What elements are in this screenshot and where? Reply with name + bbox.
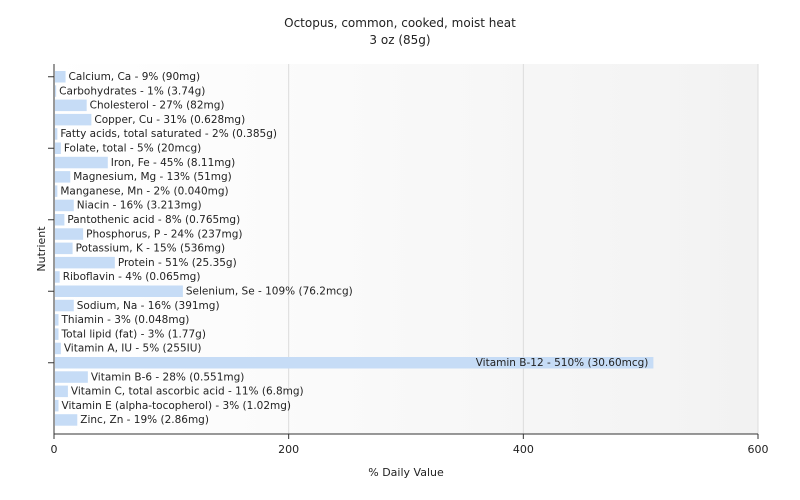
axes: 0 200 400 600 xyxy=(48,64,769,456)
data-label: Iron, Fe - 45% (8.11mg) xyxy=(111,157,235,169)
data-label: Selenium, Se - 109% (76.2mcg) xyxy=(186,286,353,298)
x-axis-title: % Daily Value xyxy=(368,466,444,479)
bar xyxy=(55,342,61,355)
bar xyxy=(55,314,59,326)
data-label: Manganese, Mn - 2% (0.040mg) xyxy=(60,185,228,197)
data-label: Niacin - 16% (3.213mg) xyxy=(77,200,202,212)
data-label: Copper, Cu - 31% (0.628mg) xyxy=(94,114,245,126)
data-label: Thiamin - 3% (0.048mg) xyxy=(61,314,190,326)
bars: Calcium, Ca - 9% (90mg) Carbohydrates - 1… xyxy=(55,71,654,426)
data-label: Vitamin A, IU - 5% (255IU) xyxy=(64,343,202,355)
data-label: Protein - 51% (25.35g) xyxy=(118,257,237,269)
data-label: Zinc, Zn - 19% (2.86mg) xyxy=(80,414,209,426)
bar xyxy=(55,399,59,412)
data-label: Vitamin E (alpha-tocopherol) - 3% (1.02m… xyxy=(62,400,291,412)
bar xyxy=(55,99,87,112)
bar xyxy=(55,271,60,283)
bar xyxy=(55,156,108,169)
bar xyxy=(55,371,88,383)
bar xyxy=(55,71,66,83)
bar xyxy=(55,214,65,226)
bar xyxy=(55,199,74,212)
bar xyxy=(55,285,183,297)
data-label: Vitamin B-12 - 510% (30.60mcg) xyxy=(476,357,649,369)
bar xyxy=(55,242,73,255)
bar xyxy=(55,85,57,97)
bar xyxy=(55,256,115,269)
plot-area xyxy=(54,64,758,434)
bar xyxy=(55,414,78,426)
bar xyxy=(55,357,654,369)
x-tick-label: 400 xyxy=(513,443,534,456)
data-label: Riboflavin - 4% (0.065mg) xyxy=(63,271,201,283)
data-label: Vitamin C, total ascorbic acid - 11% (6.… xyxy=(71,386,304,398)
bar xyxy=(55,299,74,312)
data-label: Pantothenic acid - 8% (0.765mg) xyxy=(67,214,240,226)
chart-subtitle: 3 oz (85g) xyxy=(369,33,431,47)
bar xyxy=(55,328,59,340)
x-tick-label: 0 xyxy=(51,443,58,456)
data-label: Fatty acids, total saturated - 2% (0.385… xyxy=(60,128,277,140)
data-label: Vitamin B-6 - 28% (0.551mg) xyxy=(91,371,245,383)
data-label: Phosphorus, P - 24% (237mg) xyxy=(86,228,242,240)
data-label: Folate, total - 5% (20mcg) xyxy=(64,143,201,155)
bar xyxy=(55,142,61,154)
data-label: Potassium, K - 15% (536mg) xyxy=(76,243,226,255)
bar xyxy=(55,113,92,126)
y-axis-title: Nutrient xyxy=(35,226,48,272)
bar xyxy=(55,128,58,140)
gridlines xyxy=(288,64,759,434)
x-tick-label: 600 xyxy=(748,443,769,456)
data-label: Carbohydrates - 1% (3.74g) xyxy=(59,85,205,97)
data-label: Cholesterol - 27% (82mg) xyxy=(90,100,225,112)
data-label: Total lipid (fat) - 3% (1.77g) xyxy=(61,328,206,340)
data-label: Calcium, Ca - 9% (90mg) xyxy=(69,71,201,83)
x-tick-label: 200 xyxy=(278,443,299,456)
bar xyxy=(55,228,84,240)
bar xyxy=(55,385,68,398)
bar xyxy=(55,185,58,197)
data-label: Magnesium, Mg - 13% (51mg) xyxy=(73,171,232,183)
chart-title: Octopus, common, cooked, moist heat xyxy=(284,16,516,30)
data-label: Sodium, Na - 16% (391mg) xyxy=(77,300,220,312)
bar xyxy=(55,171,71,183)
